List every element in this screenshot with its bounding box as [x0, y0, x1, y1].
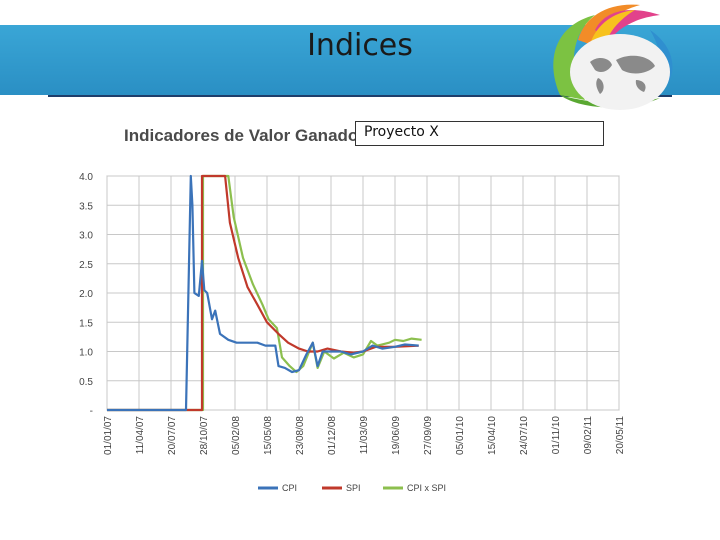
x-tick-label: 01/11/10 — [551, 416, 562, 455]
x-tick-label: 11/04/07 — [135, 416, 146, 455]
x-tick-label: 27/09/09 — [423, 416, 434, 455]
header-divider — [48, 95, 672, 97]
x-tick-label: 05/01/10 — [455, 416, 466, 455]
y-tick-label: 2.0 — [79, 289, 93, 300]
globe-logo — [553, 4, 673, 110]
slide-title: Indices — [307, 28, 413, 63]
x-tick-label: 23/08/08 — [295, 416, 306, 455]
y-tick-label: 3.5 — [79, 201, 93, 212]
legend-label: CPI — [282, 483, 297, 493]
y-tick-label: 3.0 — [79, 231, 93, 242]
x-axis-ticks: 01/01/07 11/04/07 20/07/07 28/10/07 05/02/08… — [103, 416, 626, 455]
project-name-field: Proyecto X — [355, 121, 604, 146]
y-tick-label: 0.5 — [79, 377, 93, 388]
x-tick-label: 01/12/08 — [327, 416, 338, 455]
y-axis-ticks: - 0.5 1.0 1.5 2.0 2.5 3.0 3.5 4.0 — [79, 172, 93, 417]
series-line-cpi-x-spi — [107, 174, 422, 412]
x-tick-label: 24/07/10 — [519, 416, 530, 455]
legend-label: SPI — [346, 483, 361, 493]
x-tick-label: 28/10/07 — [199, 416, 210, 455]
chart-grid — [106, 175, 620, 411]
x-tick-label: 01/01/07 — [103, 416, 114, 455]
x-tick-label: 15/05/08 — [263, 416, 274, 455]
chart-legend: CPI SPI CPI x SPI — [258, 483, 446, 493]
x-tick-label: 05/02/08 — [231, 416, 242, 455]
x-tick-label: 20/07/07 — [167, 416, 178, 455]
x-tick-label: 09/02/11 — [583, 416, 594, 455]
x-tick-label: 19/06/09 — [391, 416, 402, 455]
y-tick-label: 1.5 — [79, 318, 93, 329]
series-line-cpi — [107, 174, 419, 412]
y-tick-label: 1.0 — [79, 348, 93, 359]
legend-label: CPI x SPI — [407, 483, 446, 493]
y-tick-label: 2.5 — [79, 260, 93, 271]
chart-title: Indicadores de Valor Ganado — [124, 126, 359, 145]
x-tick-label: 15/04/10 — [487, 416, 498, 455]
x-tick-label: 11/03/09 — [359, 416, 370, 455]
y-tick-label: 4.0 — [79, 172, 93, 183]
x-tick-label: 20/05/11 — [615, 416, 626, 455]
y-tick-label: - — [90, 406, 93, 417]
chart-series — [107, 174, 422, 412]
